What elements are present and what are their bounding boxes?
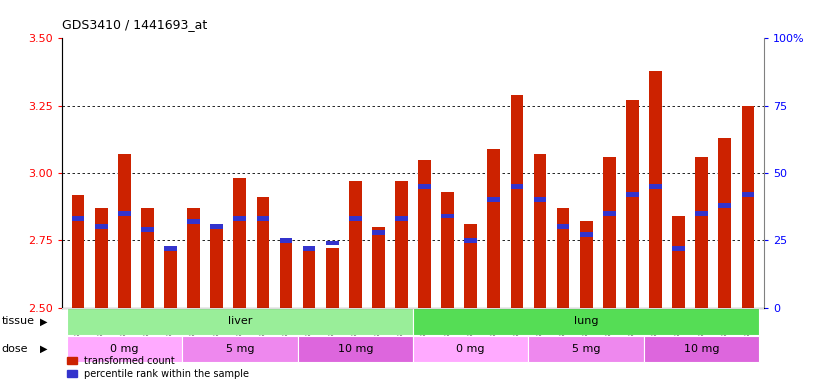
FancyBboxPatch shape xyxy=(297,336,413,362)
Bar xyxy=(95,224,107,229)
Bar xyxy=(257,216,269,221)
Text: 0 mg: 0 mg xyxy=(110,344,139,354)
FancyBboxPatch shape xyxy=(67,308,413,335)
Bar xyxy=(257,197,269,308)
Bar xyxy=(280,238,292,308)
Bar xyxy=(325,248,339,308)
FancyBboxPatch shape xyxy=(413,336,529,362)
FancyBboxPatch shape xyxy=(644,336,759,362)
Bar xyxy=(487,197,501,202)
Bar xyxy=(302,246,316,251)
Bar xyxy=(719,203,731,208)
Bar xyxy=(234,179,246,308)
Bar xyxy=(534,197,546,202)
Text: tissue: tissue xyxy=(2,316,35,326)
Bar xyxy=(118,154,131,308)
Bar xyxy=(234,216,246,221)
Bar xyxy=(534,154,546,308)
Bar xyxy=(372,227,385,308)
Bar xyxy=(603,157,615,308)
Bar xyxy=(302,251,316,308)
Bar xyxy=(557,224,569,229)
Bar xyxy=(325,240,339,245)
Bar xyxy=(164,251,177,308)
Text: 10 mg: 10 mg xyxy=(338,344,373,354)
Text: 5 mg: 5 mg xyxy=(572,344,601,354)
Bar xyxy=(441,192,454,308)
Bar xyxy=(580,232,592,237)
Text: ▶: ▶ xyxy=(40,344,47,354)
Bar xyxy=(649,71,662,308)
Bar xyxy=(464,224,477,308)
FancyBboxPatch shape xyxy=(67,336,182,362)
Bar xyxy=(510,184,524,189)
Bar xyxy=(487,149,501,308)
Bar xyxy=(603,211,615,216)
Bar xyxy=(118,211,131,216)
Bar xyxy=(95,208,107,308)
Text: lung: lung xyxy=(574,316,599,326)
Bar xyxy=(649,184,662,189)
Bar xyxy=(464,238,477,243)
Bar xyxy=(211,224,223,229)
Bar xyxy=(349,181,362,308)
Bar xyxy=(418,184,431,189)
Text: liver: liver xyxy=(228,316,252,326)
Bar xyxy=(141,227,154,232)
Bar xyxy=(72,216,84,221)
Bar xyxy=(418,159,431,308)
Bar xyxy=(742,106,754,308)
Bar xyxy=(372,230,385,235)
Text: ▶: ▶ xyxy=(40,316,47,326)
Text: GDS3410 / 1441693_at: GDS3410 / 1441693_at xyxy=(62,18,207,31)
Bar xyxy=(395,181,408,308)
Bar xyxy=(742,192,754,197)
Bar xyxy=(672,246,685,251)
Bar xyxy=(211,224,223,308)
Text: 10 mg: 10 mg xyxy=(684,344,719,354)
Bar xyxy=(141,208,154,308)
Text: 5 mg: 5 mg xyxy=(225,344,254,354)
Bar xyxy=(72,195,84,308)
Legend: transformed count, percentile rank within the sample: transformed count, percentile rank withi… xyxy=(67,356,249,379)
Bar xyxy=(719,138,731,308)
Text: dose: dose xyxy=(2,344,28,354)
Bar xyxy=(626,100,638,308)
FancyBboxPatch shape xyxy=(182,336,297,362)
Bar xyxy=(557,208,569,308)
Bar xyxy=(441,214,454,218)
Bar xyxy=(626,192,638,197)
Bar xyxy=(695,157,708,308)
Bar xyxy=(164,246,177,251)
Bar xyxy=(188,208,200,308)
Bar xyxy=(395,216,408,221)
Bar xyxy=(695,211,708,216)
Bar xyxy=(349,216,362,221)
Bar xyxy=(510,95,524,308)
FancyBboxPatch shape xyxy=(529,336,644,362)
Bar xyxy=(280,238,292,243)
Text: 0 mg: 0 mg xyxy=(457,344,485,354)
FancyBboxPatch shape xyxy=(413,308,759,335)
Bar xyxy=(580,222,592,308)
Bar xyxy=(672,216,685,308)
Bar xyxy=(188,219,200,224)
